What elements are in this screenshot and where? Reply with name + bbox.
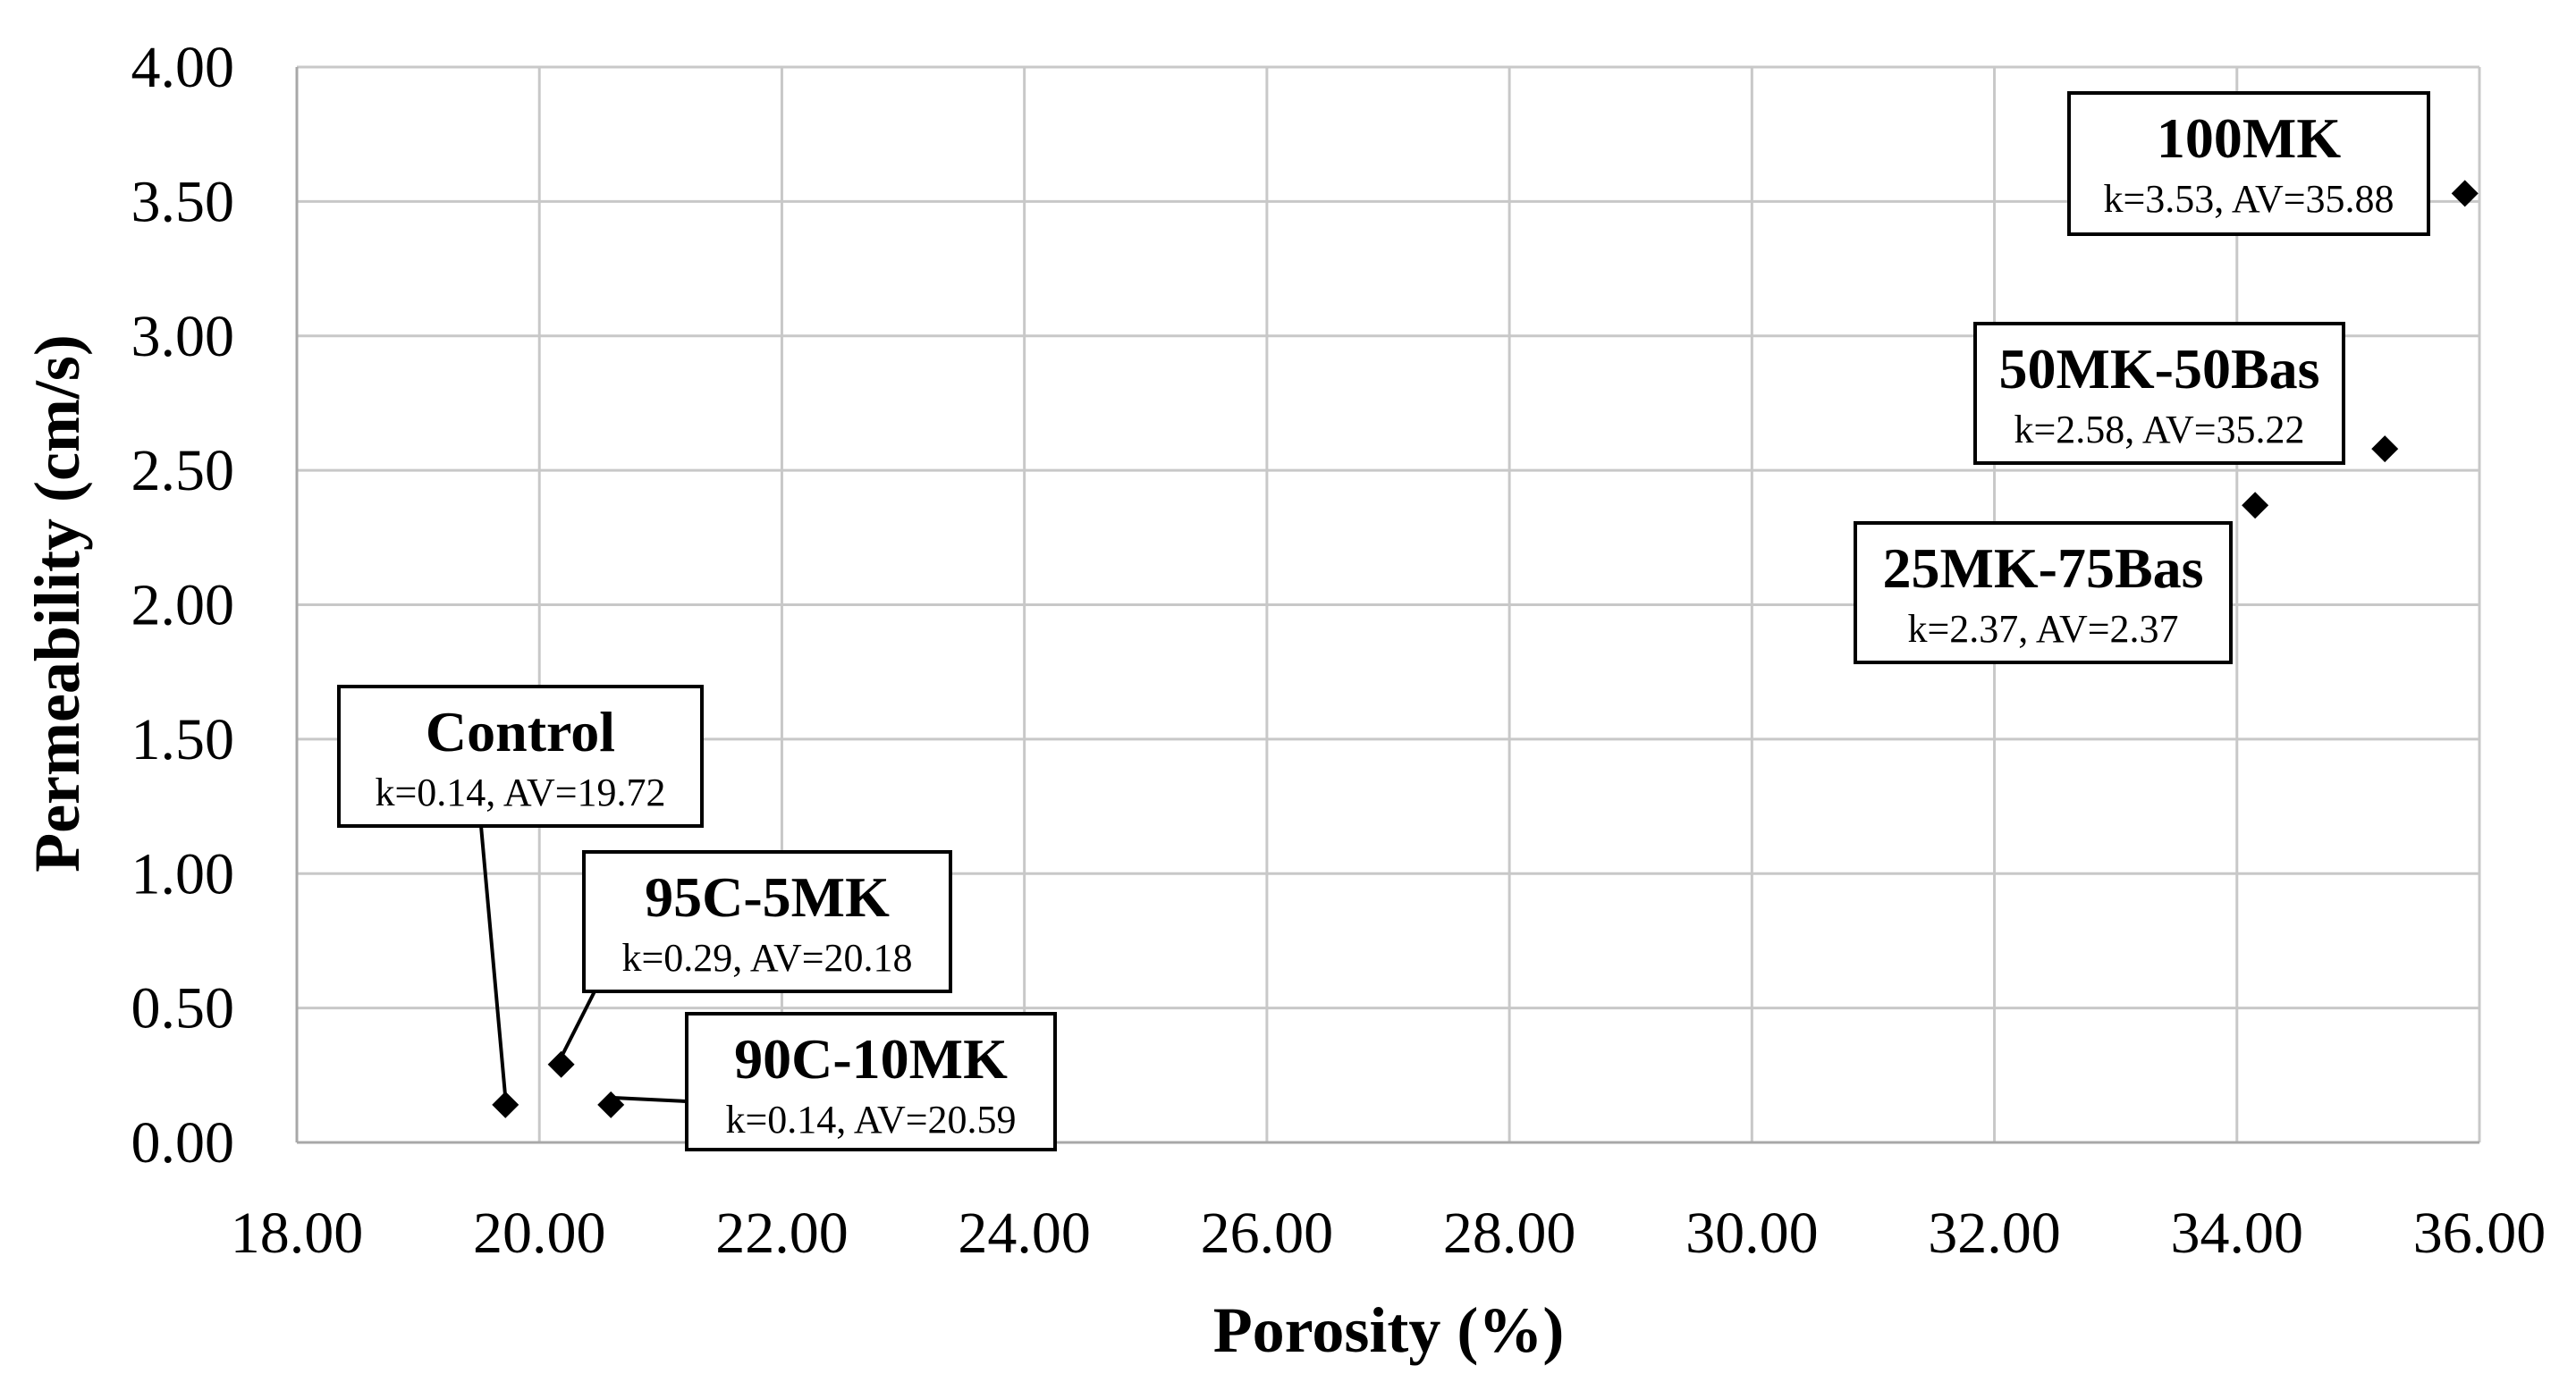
- data-label-annotation: k=2.37, AV=2.37: [1907, 607, 2178, 651]
- data-label-name: Control: [426, 700, 615, 763]
- data-label-annotation: k=3.53, AV=35.88: [2103, 177, 2394, 221]
- y-tick-label: 3.00: [131, 304, 235, 369]
- y-tick-label: 0.50: [131, 976, 235, 1041]
- data-point-control: [492, 1091, 519, 1118]
- data-point-100mk: [2451, 180, 2479, 207]
- x-tick-label: 20.00: [473, 1201, 606, 1266]
- data-point-90c-10mk: [597, 1091, 625, 1118]
- data-label-box: [2067, 91, 2430, 236]
- data-point-25mk-75bas: [2242, 492, 2269, 519]
- y-axis-title: Permeability (cm/s): [21, 334, 93, 872]
- x-tick-label: 32.00: [1928, 1201, 2061, 1266]
- y-tick-label: 1.00: [131, 841, 235, 906]
- y-tick-label: 4.00: [131, 35, 235, 100]
- data-label-annotation: k=0.29, AV=20.18: [621, 936, 912, 980]
- data-labels: Control k=0.14, AV=19.72 95C-5MK k=0.29, AV…: [337, 91, 2430, 1151]
- data-label-annotation: k=0.14, AV=19.72: [375, 771, 665, 814]
- data-label-name: 100MK: [2157, 106, 2341, 170]
- data-point-50mk-50bas: [2371, 435, 2399, 463]
- data-point-95c-5mk: [547, 1050, 575, 1078]
- x-axis-title: Porosity (%): [1213, 1294, 1565, 1366]
- data-label-box: [582, 850, 952, 993]
- label-leader-line: [479, 825, 508, 1099]
- data-label-box: [1854, 521, 2233, 664]
- data-label-name: 50MK-50Bas: [1998, 337, 2319, 400]
- y-tick-label: 1.50: [131, 707, 235, 772]
- leader-lines: [479, 825, 688, 1103]
- x-tick-label: 24.00: [958, 1201, 1091, 1266]
- data-label-box: [1973, 322, 2345, 465]
- data-label-annotation: k=2.58, AV=35.22: [2014, 408, 2304, 451]
- x-tick-label: 26.00: [1201, 1201, 1334, 1266]
- data-label-name: 25MK-75Bas: [1882, 536, 2203, 600]
- x-tick-label: 22.00: [715, 1201, 849, 1266]
- y-tick-label: 2.00: [131, 573, 235, 638]
- x-tick-label: 30.00: [1685, 1201, 1819, 1266]
- data-points: [492, 180, 2479, 1118]
- x-tick-label: 34.00: [2171, 1201, 2304, 1266]
- x-tick-label: 28.00: [1443, 1201, 1576, 1266]
- data-label-name: 95C-5MK: [645, 865, 890, 929]
- label-leader-line: [559, 990, 596, 1058]
- data-label-annotation: k=0.14, AV=20.59: [725, 1098, 1016, 1142]
- y-tick-label: 0.00: [131, 1110, 235, 1176]
- tick-labels: 18.00 20.00 22.00 24.00 26.00 28.00 30.00 32.00…: [131, 35, 2546, 1266]
- label-leader-line: [611, 1095, 688, 1103]
- data-label-box: [685, 1012, 1057, 1151]
- data-label-box: [337, 685, 704, 828]
- data-label-name: 90C-10MK: [734, 1027, 1008, 1091]
- y-tick-label: 2.50: [131, 438, 235, 503]
- axes: [295, 67, 2479, 1144]
- gridlines: [297, 65, 2481, 1142]
- x-tick-label: 18.00: [231, 1201, 364, 1266]
- x-tick-label: 36.00: [2413, 1201, 2546, 1266]
- y-tick-label: 3.50: [131, 169, 235, 234]
